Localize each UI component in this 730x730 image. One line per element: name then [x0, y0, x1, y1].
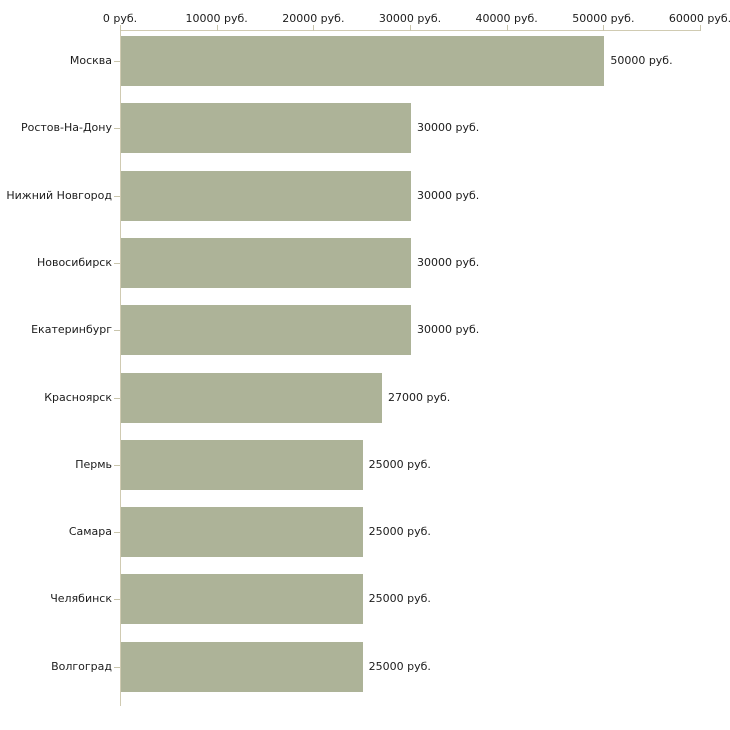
bar-9: [121, 641, 363, 692]
x-tick-label: 40000 руб.: [475, 12, 538, 25]
x-tick-mark: [410, 25, 411, 31]
bar-6: [121, 439, 363, 490]
category-label: Новосибирск: [36, 255, 112, 269]
category-tick-mark: [114, 262, 120, 264]
bar-0: [121, 36, 605, 86]
x-tick-mark: [603, 25, 605, 31]
bar-4: [121, 305, 411, 356]
value-label: 25000 руб.: [368, 525, 431, 539]
category-label: Волгоград: [51, 659, 112, 673]
category-tick-mark: [114, 61, 120, 62]
x-tick-mark: [120, 25, 121, 31]
bar-8: [121, 574, 363, 625]
value-label: 30000 руб.: [417, 121, 480, 135]
value-label: 27000 руб.: [388, 390, 451, 404]
category-tick-mark: [114, 599, 120, 601]
category-label: Москва: [69, 54, 112, 67]
x-tick-mark: [700, 25, 701, 31]
bar-3: [121, 237, 411, 288]
value-label: 30000 руб.: [417, 255, 480, 269]
category-label: Нижний Новгород: [6, 188, 112, 202]
x-tick-label: 50000 руб.: [572, 12, 635, 25]
value-label: 25000 руб.: [368, 659, 431, 673]
category-tick-mark: [114, 195, 120, 197]
value-label: 25000 руб.: [368, 457, 431, 471]
x-tick-label: 10000 руб.: [185, 12, 248, 25]
category-label: Ростов-На-Дону: [20, 121, 112, 135]
category-tick-mark: [114, 532, 120, 534]
bar-2: [121, 170, 411, 221]
bar-5: [121, 372, 382, 423]
category-label: Пермь: [75, 457, 112, 471]
bar-7: [121, 507, 363, 558]
x-tick-label: 60000 руб.: [668, 12, 730, 25]
value-label: 50000 руб.: [610, 54, 673, 67]
category-label: Екатеринбург: [31, 323, 112, 337]
value-label: 30000 руб.: [417, 188, 480, 202]
value-label: 25000 руб.: [368, 592, 431, 606]
x-tick-mark: [506, 25, 508, 31]
category-label: Самара: [68, 525, 112, 539]
category-tick-mark: [114, 397, 120, 399]
category-label: Челябинск: [50, 592, 112, 606]
x-tick-label: 20000 руб.: [282, 12, 345, 25]
x-tick-label: 0 руб.: [102, 12, 138, 25]
category-tick-mark: [114, 464, 120, 466]
category-tick-mark: [114, 128, 120, 130]
x-tick-mark: [216, 25, 218, 31]
y-axis-line: [120, 30, 121, 706]
value-label: 30000 руб.: [417, 323, 480, 337]
category-label: Красноярск: [44, 390, 112, 404]
x-tick-label: 30000 руб.: [378, 12, 442, 25]
bar-1: [121, 103, 411, 154]
category-tick-mark: [114, 666, 120, 668]
x-tick-mark: [313, 25, 315, 31]
category-tick-mark: [114, 330, 120, 332]
